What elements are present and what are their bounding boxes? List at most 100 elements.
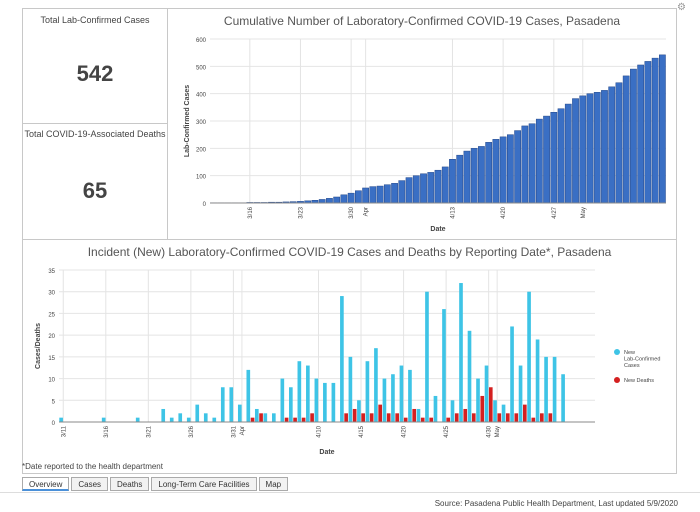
tab-long-term-care-facilities[interactable]: Long-Term Care Facilities	[151, 477, 257, 491]
new-cases-bar	[544, 356, 548, 422]
cumulative-bar	[622, 75, 630, 204]
new-cases-bar	[340, 296, 344, 422]
y-tick-label: 35	[48, 269, 55, 275]
y-tick-label: 20	[48, 334, 55, 340]
source-bar	[0, 492, 700, 512]
tab-map[interactable]: Map	[258, 477, 289, 491]
x-tick-label: 3/11	[61, 425, 67, 437]
cumulative-bar	[369, 186, 377, 204]
new-cases-bar	[306, 365, 310, 422]
x-tick-label: 4/20	[402, 425, 408, 437]
new-deaths-bar	[412, 408, 417, 422]
new-cases-bar	[220, 387, 225, 422]
new-cases-bar	[442, 309, 446, 422]
cumulative-bar	[499, 136, 507, 204]
new-cases-bar	[297, 361, 302, 422]
new-deaths-bar	[454, 413, 459, 422]
new-cases-bar	[59, 417, 63, 422]
cumulative-bar	[630, 68, 637, 204]
deaths-stat-label: Total COVID-19-Associated Deaths	[24, 129, 166, 139]
new-deaths-bar	[250, 417, 255, 422]
y-tick-label: 15	[48, 356, 55, 362]
new-cases-bar	[399, 365, 404, 422]
new-cases-bar	[416, 408, 421, 422]
new-deaths-bar	[420, 417, 425, 422]
cumulative-bar	[528, 123, 536, 204]
y-tick-label: 5	[52, 399, 56, 405]
new-deaths-bar	[361, 413, 365, 422]
new-cases-bar	[527, 291, 531, 422]
cumulative-bar	[441, 166, 449, 204]
x-tick-label: 3/23	[298, 206, 304, 218]
cumulative-bar	[543, 115, 550, 204]
cumulative-bar	[637, 64, 645, 204]
new-deaths-bar	[429, 417, 434, 422]
new-cases-bar	[246, 369, 251, 422]
new-deaths-bar	[514, 413, 519, 422]
new-cases-bar	[476, 378, 480, 422]
legend-label-new-cases: New Lab-Confirmed Cases	[624, 350, 660, 369]
new-deaths-bar	[531, 417, 536, 422]
new-deaths-bar	[293, 417, 297, 422]
gear-icon[interactable]: ⚙	[677, 2, 686, 13]
cumulative-bar	[564, 103, 572, 204]
new-cases-bar	[348, 356, 353, 422]
new-deaths-bar	[352, 408, 357, 422]
tab-overview[interactable]: Overview	[22, 477, 70, 491]
new-cases-bar	[135, 417, 140, 422]
x-tick-label: 3/30	[349, 206, 355, 218]
y-axis-title: Lab-Confirmed Cases	[184, 85, 191, 157]
cases-stat-label: Total Lab-Confirmed Cases	[40, 15, 150, 25]
cumulative-bar	[449, 159, 456, 204]
new-cases-bar	[186, 417, 191, 422]
new-cases-bar	[374, 348, 378, 422]
x-tick-label: Apr	[240, 426, 246, 435]
new-deaths-bar	[480, 395, 485, 422]
x-tick-label: 3/26	[189, 425, 195, 437]
cumulative-bar	[579, 95, 587, 204]
cumulative-bar	[492, 139, 500, 204]
cumulative-bar	[572, 98, 579, 204]
new-deaths-bar	[505, 413, 510, 422]
tab-cases[interactable]: Cases	[71, 477, 109, 491]
y-tick-label: 0	[52, 421, 56, 427]
new-deaths-bar	[446, 417, 451, 422]
cases-stat-value: 542	[76, 61, 114, 86]
x-tick-label: May	[495, 426, 501, 437]
y-tick-label: 500	[196, 65, 207, 71]
x-tick-label: 3/31	[231, 425, 237, 437]
x-tick-label: 4/15	[359, 425, 365, 437]
new-cases-bar	[314, 378, 319, 422]
tab-deaths[interactable]: Deaths	[110, 477, 150, 491]
cumulative-bar	[535, 118, 543, 204]
cumulative-bar	[608, 86, 616, 204]
new-deaths-bar	[522, 404, 527, 422]
new-cases-bar	[493, 400, 497, 422]
new-deaths-bar	[259, 413, 263, 422]
new-cases-bar	[169, 417, 174, 422]
new-cases-bar	[271, 413, 276, 422]
y-tick-label: 100	[196, 175, 207, 181]
x-tick-label: 3/16	[248, 206, 254, 218]
cumulative-bar	[478, 146, 485, 204]
new-cases-bar	[161, 408, 166, 422]
cumulative-bar	[456, 154, 464, 204]
legend-swatch-new-deaths	[614, 377, 620, 383]
cumulative-bar	[470, 148, 478, 204]
cumulative-bar	[347, 192, 355, 204]
cumulative-chart: 0 100 200 300 400 500 600 3/16 3/23 3/30 Apr 4/13 4/…	[184, 38, 666, 233]
cumulative-bar	[507, 134, 514, 204]
new-cases-bar	[323, 382, 327, 422]
cumulative-bar	[586, 93, 594, 204]
footnote: *Date reported to the health department	[22, 462, 163, 471]
cumulative-bar	[340, 194, 348, 204]
new-cases-bar	[408, 369, 412, 422]
new-cases-bar	[518, 365, 523, 422]
legend-label-new-deaths: New Deaths	[624, 378, 654, 384]
new-deaths-bar	[369, 413, 374, 422]
incident-chart-panel: Incident (New) Laboratory-Confirmed COVI…	[22, 239, 677, 474]
new-cases-bar	[229, 387, 234, 422]
cases-stat-panel: Total Lab-Confirmed Cases 542	[22, 8, 168, 124]
new-cases-bar	[433, 395, 438, 422]
new-deaths-bar	[310, 413, 314, 422]
